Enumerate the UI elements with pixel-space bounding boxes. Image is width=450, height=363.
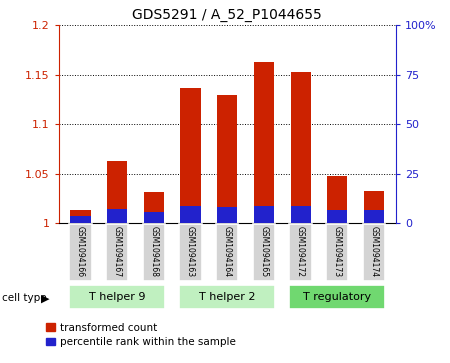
Bar [254,207,274,223]
Bar [144,212,164,223]
Text: GSM1094165: GSM1094165 [260,226,269,277]
Bar [180,88,201,223]
Text: GSM1094172: GSM1094172 [296,226,305,277]
Bar [326,224,348,281]
Bar [70,211,90,223]
Text: GSM1094173: GSM1094173 [333,226,342,277]
Bar [363,224,385,281]
Text: ▶: ▶ [41,293,50,303]
Bar [69,224,92,281]
Text: GSM1094167: GSM1094167 [112,226,122,277]
Bar [180,285,275,309]
Bar [217,207,237,223]
Text: T helper 9: T helper 9 [89,292,145,302]
Bar [69,285,165,309]
Text: GSM1094168: GSM1094168 [149,226,158,277]
Text: cell type: cell type [2,293,47,303]
Bar [70,216,90,223]
Text: GSM1094163: GSM1094163 [186,226,195,277]
Bar [327,176,347,223]
Bar [364,211,384,223]
Bar [289,224,312,281]
Bar [106,224,128,281]
Bar [143,224,165,281]
Bar [254,62,274,223]
Bar [253,224,275,281]
Bar [291,72,310,223]
Bar [107,209,127,223]
Legend: transformed count, percentile rank within the sample: transformed count, percentile rank withi… [41,319,240,351]
Bar [144,192,164,223]
Bar [180,207,201,223]
Text: T helper 2: T helper 2 [199,292,256,302]
Text: GSM1094174: GSM1094174 [369,226,378,277]
Bar [289,285,385,309]
Text: GSM1094166: GSM1094166 [76,226,85,277]
Text: GSM1094164: GSM1094164 [223,226,232,277]
Bar [364,191,384,223]
Text: T regulatory: T regulatory [303,292,371,302]
Bar [327,211,347,223]
Bar [291,207,310,223]
Bar [107,161,127,223]
Bar [216,224,239,281]
Title: GDS5291 / A_52_P1044655: GDS5291 / A_52_P1044655 [132,8,322,22]
Bar [180,224,202,281]
Bar [217,95,237,223]
